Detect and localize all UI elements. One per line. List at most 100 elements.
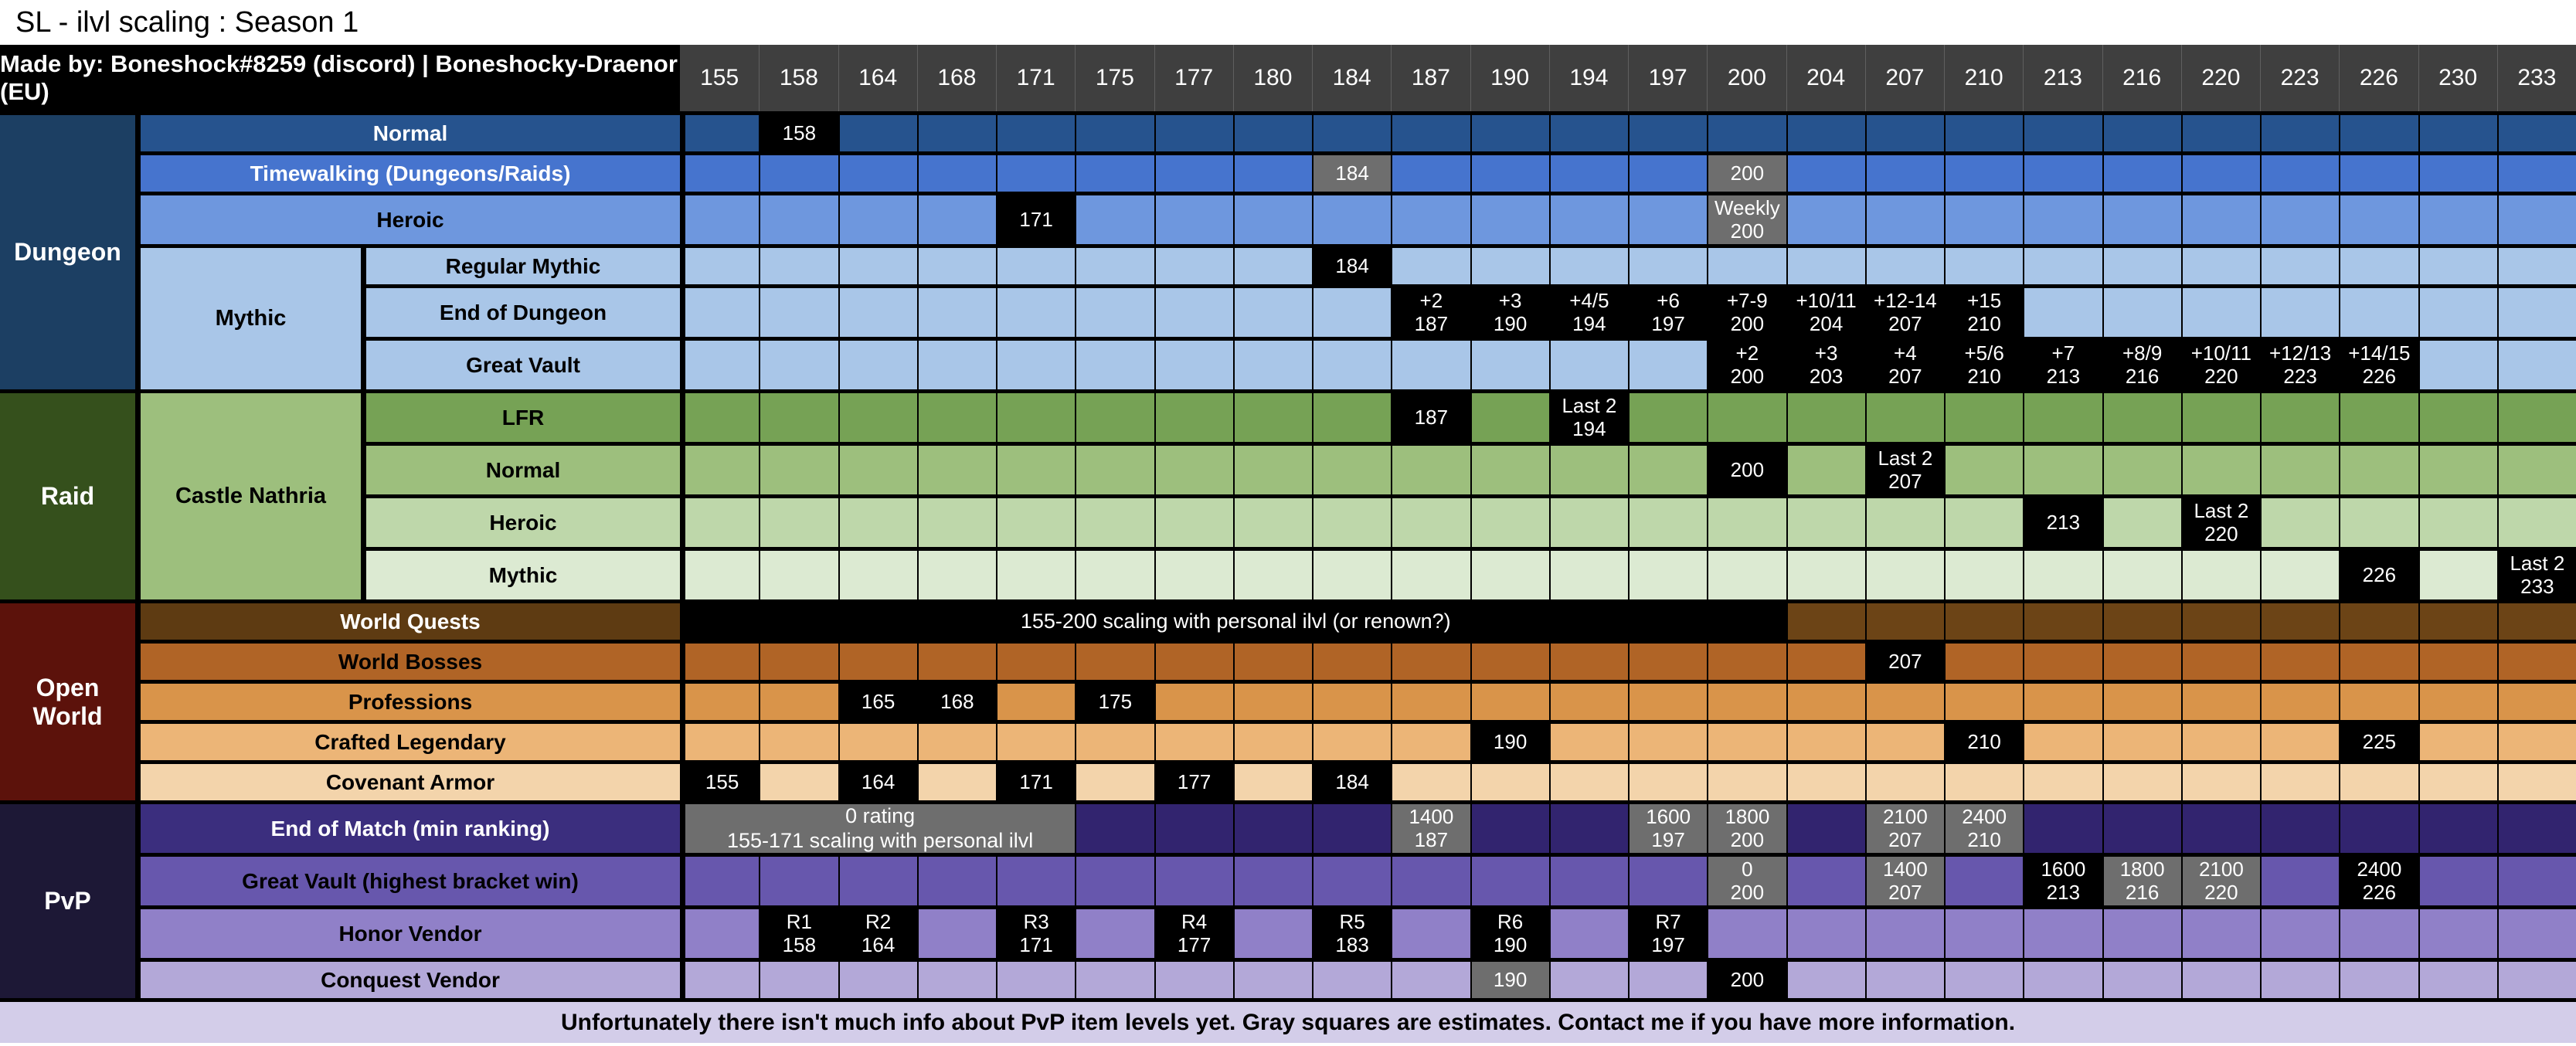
cell-end-of-match-216 xyxy=(2102,804,2181,853)
cell-timewalking-233 xyxy=(2496,155,2576,192)
cell-crafted-legendary-223 xyxy=(2260,724,2340,760)
cell-professions-200 xyxy=(1707,684,1786,720)
cell-dungeon-normal-210 xyxy=(1944,115,2024,151)
cell-crafted-legendary-187 xyxy=(1391,724,1470,760)
cell-crafted-legendary-190: 190 xyxy=(1470,724,1549,760)
cell-lfr-184 xyxy=(1312,393,1392,442)
cell-lfr-194: Last 2 194 xyxy=(1548,393,1628,442)
cell-end-of-match-180 xyxy=(1232,804,1312,853)
subcategory-mythic: Mythic xyxy=(141,248,366,389)
cell-covenant-armor-168 xyxy=(916,764,996,800)
cell-professions-223 xyxy=(2260,684,2340,720)
cell-dungeon-normal-164 xyxy=(838,115,917,151)
cell-professions-207 xyxy=(1864,684,1944,720)
cell-professions-168: 168 xyxy=(916,684,996,720)
column-header-168: 168 xyxy=(916,45,996,111)
cell-regular-mythic-171 xyxy=(996,248,1076,284)
cell-pvp-great-vault-230 xyxy=(2418,857,2497,905)
cell-end-of-match-190 xyxy=(1470,804,1549,853)
cell-raid-normal-197 xyxy=(1628,446,1708,494)
cell-crafted-legendary-210: 210 xyxy=(1944,724,2024,760)
cell-world-bosses-190 xyxy=(1470,644,1549,680)
cell-regular-mythic-184: 184 xyxy=(1312,248,1392,284)
column-header-220: 220 xyxy=(2180,45,2260,111)
cell-honor-vendor-230 xyxy=(2418,909,2497,958)
cell-covenant-armor-223 xyxy=(2260,764,2340,800)
cell-pvp-great-vault-175 xyxy=(1075,857,1154,905)
cell-timewalking-187 xyxy=(1391,155,1470,192)
cell-raid-mythic-158 xyxy=(759,551,838,599)
cell-professions-187 xyxy=(1391,684,1470,720)
cell-raid-normal-175 xyxy=(1075,446,1154,494)
cell-crafted-legendary-230 xyxy=(2418,724,2497,760)
column-header-184: 184 xyxy=(1312,45,1392,111)
cell-raid-heroic-204 xyxy=(1786,498,1865,547)
cell-professions-220 xyxy=(2180,684,2260,720)
cell-end-of-dungeon-177 xyxy=(1154,288,1233,337)
cell-pvp-great-vault-216: 1800 216 xyxy=(2102,857,2181,905)
column-header-158: 158 xyxy=(759,45,838,111)
cell-end-of-dungeon-220 xyxy=(2180,288,2260,337)
cell-honor-vendor-175 xyxy=(1075,909,1154,958)
cell-dungeon-great-vault-177 xyxy=(1154,341,1233,389)
cell-lfr-180 xyxy=(1232,393,1312,442)
cell-world-quests-banner: 155-200 scaling with personal ilvl (or r… xyxy=(680,603,1786,640)
cell-world-quests-210 xyxy=(1944,603,2024,640)
cell-end-of-dungeon-194: +4/5 194 xyxy=(1548,288,1628,337)
cell-professions-204 xyxy=(1786,684,1865,720)
cell-crafted-legendary-226: 225 xyxy=(2339,724,2418,760)
cell-crafted-legendary-194 xyxy=(1548,724,1628,760)
cell-professions-233 xyxy=(2496,684,2576,720)
cell-honor-vendor-226 xyxy=(2339,909,2418,958)
cell-timewalking-200: 200 xyxy=(1707,155,1786,192)
cell-raid-normal-230 xyxy=(2418,446,2497,494)
cell-covenant-armor-164: 164 xyxy=(838,764,917,800)
cell-dungeon-normal-168 xyxy=(916,115,996,151)
cell-honor-vendor-187 xyxy=(1391,909,1470,958)
cell-honor-vendor-194 xyxy=(1548,909,1628,958)
row-label-professions: Professions xyxy=(141,684,680,720)
column-header-171: 171 xyxy=(996,45,1076,111)
cell-world-bosses-194 xyxy=(1548,644,1628,680)
cell-world-bosses-171 xyxy=(996,644,1076,680)
cell-timewalking-164 xyxy=(838,155,917,192)
cell-raid-normal-204 xyxy=(1786,446,1865,494)
cell-honor-vendor-204 xyxy=(1786,909,1865,958)
cell-professions-210 xyxy=(1944,684,2024,720)
cell-honor-vendor-177: R4 177 xyxy=(1154,909,1233,958)
cell-dungeon-great-vault-158 xyxy=(759,341,838,389)
cell-pvp-great-vault-197 xyxy=(1628,857,1708,905)
cell-conquest-vendor-180 xyxy=(1232,962,1312,998)
cell-lfr-233 xyxy=(2496,393,2576,442)
cell-dungeon-great-vault-184 xyxy=(1312,341,1392,389)
cell-professions-197 xyxy=(1628,684,1708,720)
cell-raid-normal-158 xyxy=(759,446,838,494)
cell-world-bosses-187 xyxy=(1391,644,1470,680)
cell-raid-normal-233 xyxy=(2496,446,2576,494)
cell-end-of-match-187: 1400 187 xyxy=(1391,804,1470,853)
cell-crafted-legendary-197 xyxy=(1628,724,1708,760)
cell-covenant-armor-207 xyxy=(1864,764,1944,800)
cell-lfr-175 xyxy=(1075,393,1154,442)
cell-dungeon-normal-155 xyxy=(680,115,760,151)
cell-world-quests-220 xyxy=(2180,603,2260,640)
cell-raid-mythic-216 xyxy=(2102,551,2181,599)
cell-dungeon-heroic-233 xyxy=(2496,195,2576,244)
cell-timewalking-197 xyxy=(1628,155,1708,192)
cell-end-of-match-210: 2400 210 xyxy=(1944,804,2024,853)
cell-covenant-armor-190 xyxy=(1470,764,1549,800)
cell-pvp-great-vault-200: 0 200 xyxy=(1707,857,1786,905)
cell-dungeon-normal-233 xyxy=(2496,115,2576,151)
cell-timewalking-216 xyxy=(2102,155,2181,192)
cell-regular-mythic-180 xyxy=(1232,248,1312,284)
cell-dungeon-heroic-177 xyxy=(1154,195,1233,244)
cell-dungeon-great-vault-164 xyxy=(838,341,917,389)
cell-world-bosses-213 xyxy=(2023,644,2102,680)
cell-crafted-legendary-164 xyxy=(838,724,917,760)
cell-dungeon-normal-200 xyxy=(1707,115,1786,151)
cell-covenant-armor-204 xyxy=(1786,764,1865,800)
cell-raid-mythic-233: Last 2 233 xyxy=(2496,551,2576,599)
cell-dungeon-great-vault-190 xyxy=(1470,341,1549,389)
column-header-200: 200 xyxy=(1707,45,1786,111)
cell-regular-mythic-226 xyxy=(2339,248,2418,284)
